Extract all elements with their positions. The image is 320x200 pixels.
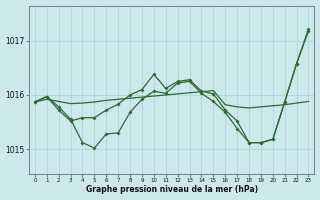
X-axis label: Graphe pression niveau de la mer (hPa): Graphe pression niveau de la mer (hPa): [86, 185, 258, 194]
